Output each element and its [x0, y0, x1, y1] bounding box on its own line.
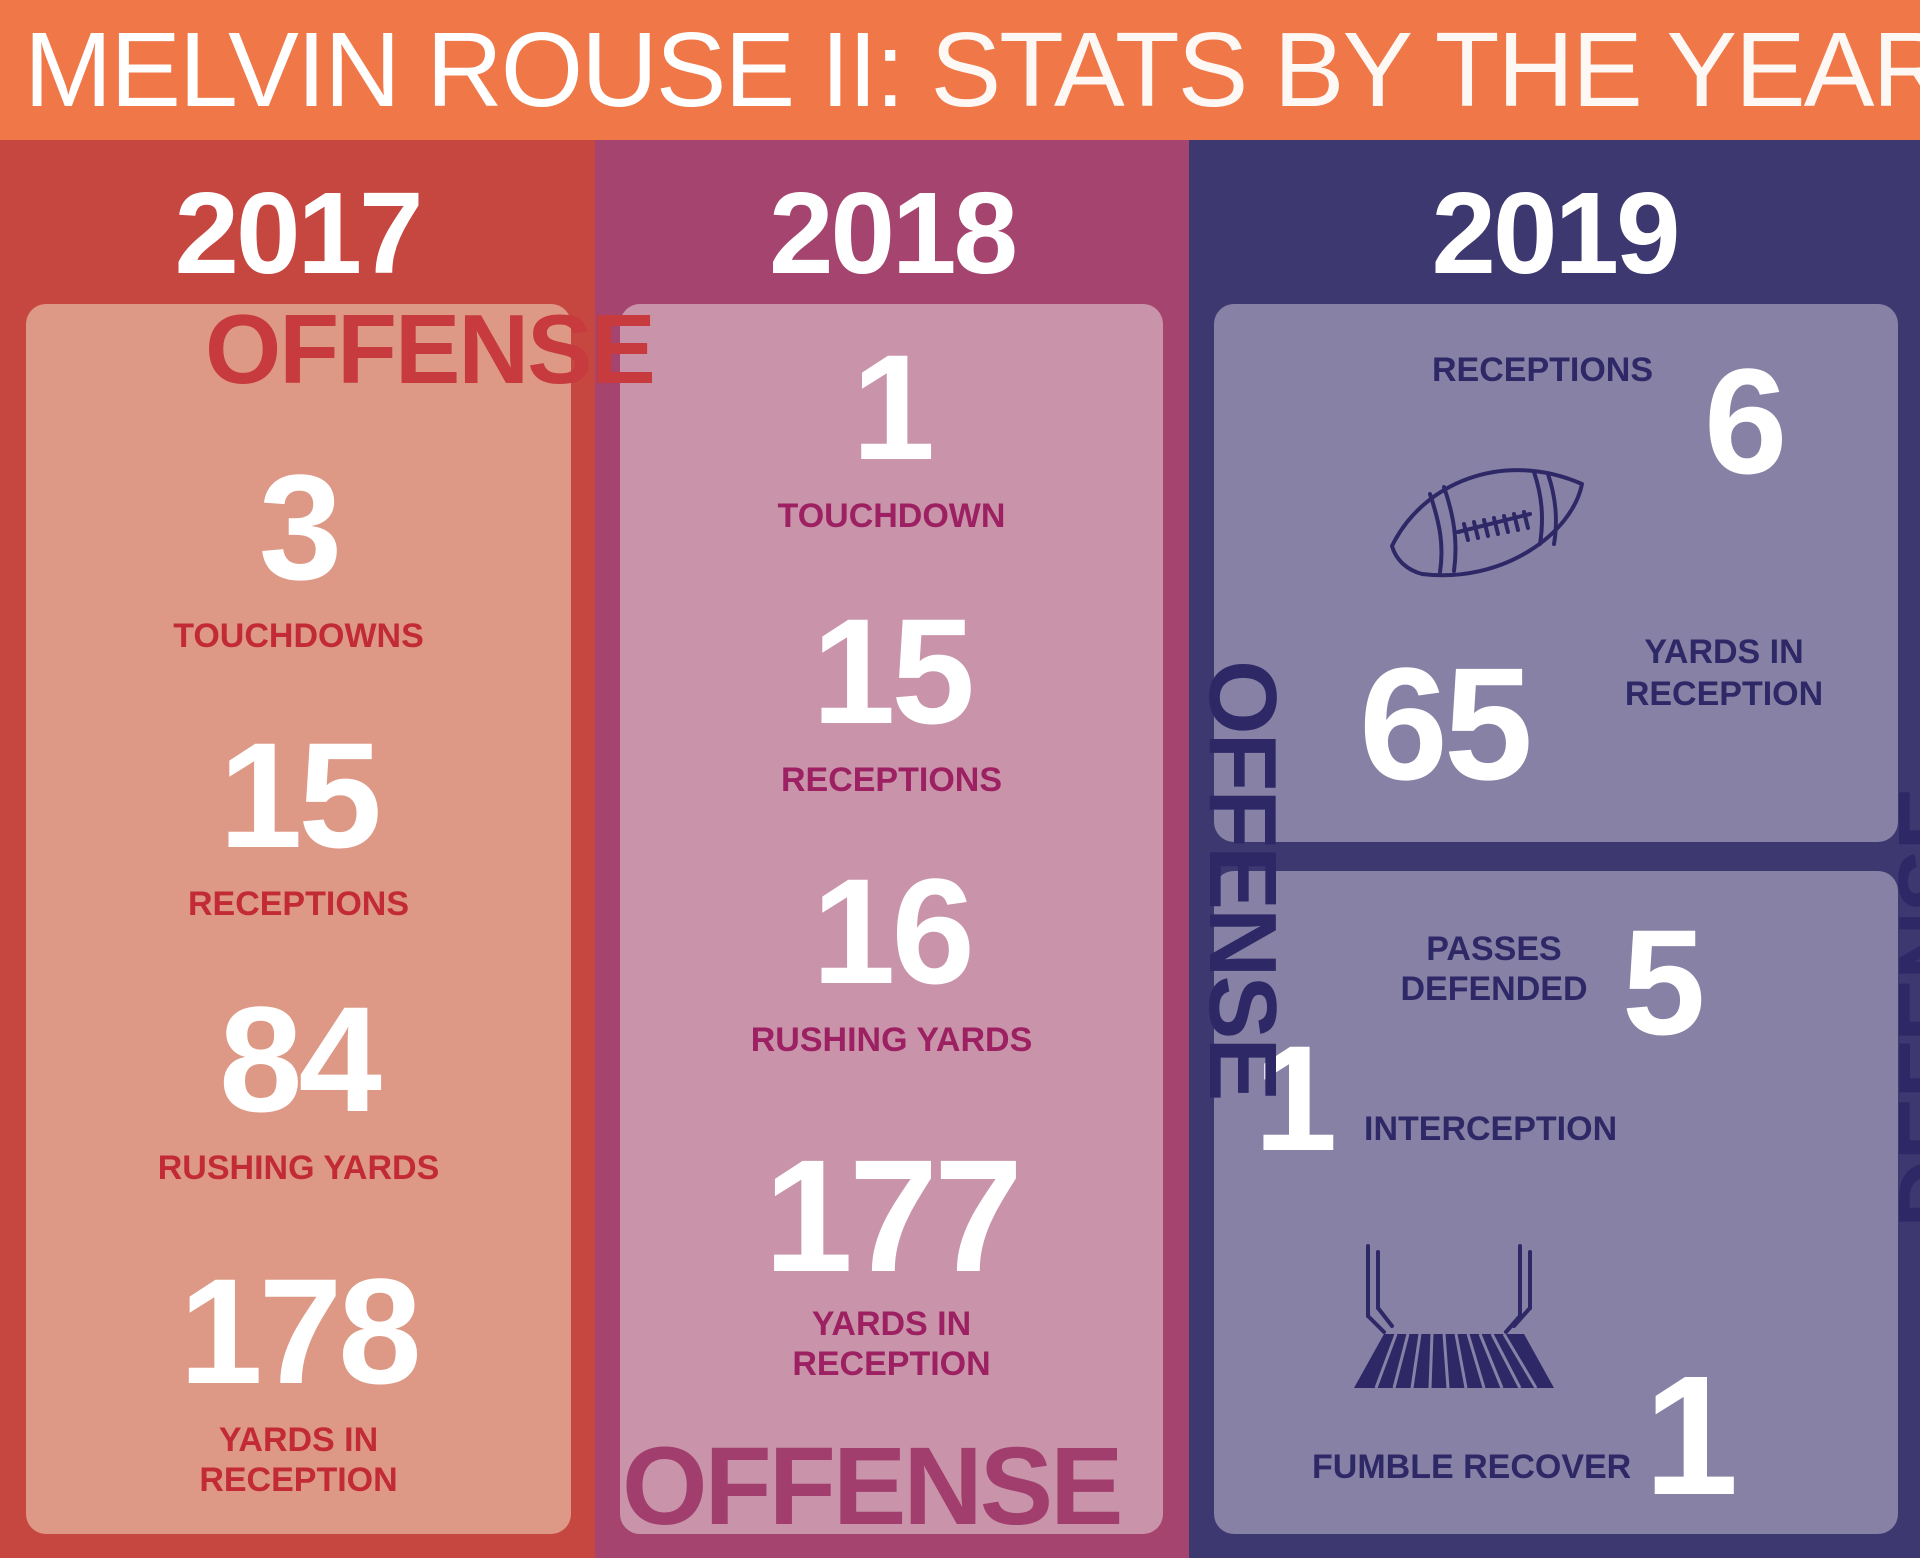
stat-value-interception: 1: [1254, 1014, 1337, 1182]
stat-value-receptions: 15: [219, 711, 382, 879]
section-label-2018-offense: OFFENSE: [622, 1425, 1123, 1548]
page-title: MELVIN ROUSE II: STATS BY THE YEARS: [24, 14, 1920, 126]
section-label-2019-defense: DEFENSE: [1879, 788, 1920, 1228]
stat-label-receptions: RECEPTIONS: [1432, 351, 1654, 389]
stat-label-receptions: RECEPTIONS: [187, 885, 410, 923]
header-banner: MELVIN ROUSE II: STATS BY THE YEARS: [0, 0, 1920, 140]
title-subtitle: STATS BY THE YEARS: [930, 11, 1920, 129]
stat-label-touchdowns: TOUCHDOWNS: [173, 617, 424, 655]
stat-value-touchdown: 1: [851, 323, 935, 491]
stat-value-passes-defended: 5: [1622, 898, 1705, 1066]
stat-label-yards-in-line2: RECEPTION: [792, 1345, 991, 1383]
football-icon: [1390, 468, 1584, 578]
title-name: MELVIN ROUSE II:: [24, 11, 905, 129]
stat-label-yards-in-line1: YARDS IN: [811, 1305, 972, 1343]
stat-label-passes-line2: DEFENDED: [1400, 970, 1588, 1008]
year-heading-2019: 2019: [1431, 168, 1680, 298]
stat-label-yards-in-line2: RECEPTION: [199, 1461, 398, 1499]
goalpost-icon: [1354, 1244, 1554, 1389]
stat-label-yards-in-line1: YARDS IN: [1644, 633, 1804, 671]
stat-value-receptions: 6: [1704, 337, 1787, 505]
stat-label-touchdown: TOUCHDOWN: [777, 497, 1006, 535]
card-2019-defense: PASSES DEFENDED 5 1 INTERCEPTION: [1214, 871, 1898, 1534]
stat-value-yards-in-reception: 65: [1359, 634, 1533, 813]
column-2019: 2019 RECEPTIONS 6: [1189, 140, 1920, 1558]
stat-value-rushing-yards: 16: [812, 847, 975, 1015]
stat-label-interception: INTERCEPTION: [1364, 1110, 1618, 1148]
stat-value-touchdowns: 3: [258, 443, 342, 611]
year-heading-2018: 2018: [768, 168, 1018, 298]
section-label-2019-offense: OFFENSE: [1189, 660, 1296, 1100]
column-2018: 2018 1 TOUCHDOWN 15 RECEPTIONS 16 RUSHIN…: [595, 140, 1189, 1558]
stat-value-fumble: 1: [1644, 1341, 1739, 1531]
stat-label-rushing-yards: RUSHING YARDS: [750, 1021, 1033, 1059]
section-label-2017-offense: OFFENSE: [205, 294, 656, 404]
stat-value-yards-in-reception: 177: [764, 1126, 1023, 1305]
stat-label-fumble: FUMBLE RECOVER: [1312, 1448, 1632, 1486]
card-2018-offense: 1 TOUCHDOWN 15 RECEPTIONS 16 RUSHING YAR…: [620, 304, 1163, 1534]
year-heading-2017: 2017: [174, 168, 423, 298]
stat-value-rushing-yards: 84: [219, 975, 382, 1143]
stat-label-passes-line1: PASSES: [1426, 930, 1562, 968]
card-2017-offense: 3 TOUCHDOWNS 15 RECEPTIONS 84 RUSHING YA…: [26, 304, 571, 1534]
stat-label-yards-in-line1: YARDS IN: [218, 1421, 379, 1459]
stat-label-receptions: RECEPTIONS: [780, 761, 1003, 799]
card-2019-offense: RECEPTIONS 6: [1214, 304, 1898, 842]
stat-label-rushing-yards: RUSHING YARDS: [157, 1149, 440, 1187]
column-2017: 2017 3 TOUCHDOWNS 15 RECEPTIONS 84 RUSHI…: [0, 140, 595, 1558]
stat-label-yards-in-line2: RECEPTION: [1624, 675, 1824, 713]
stat-value-receptions: 15: [812, 587, 975, 755]
stat-value-yards-in-reception: 178: [179, 1247, 421, 1415]
